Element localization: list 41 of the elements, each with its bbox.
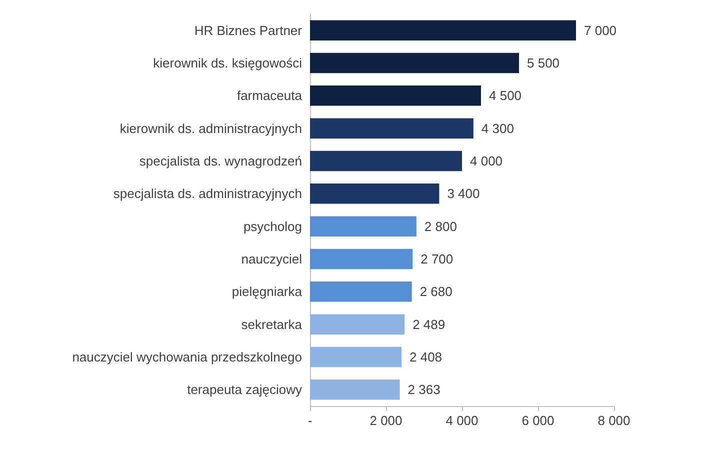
data-label: 2 363 <box>408 382 440 398</box>
bar <box>310 184 440 204</box>
bar <box>310 52 519 74</box>
y-tick-label: kierownik ds. księgowości <box>153 56 302 70</box>
y-tick-label: pielęgniarka <box>232 284 303 300</box>
bar <box>310 314 405 334</box>
y-tick-label: specjalista ds. wynagrodzeń <box>139 154 302 168</box>
x-tick-label: 2 000 <box>370 413 402 428</box>
data-label: 2 680 <box>420 284 452 300</box>
data-label: 4 500 <box>489 88 522 104</box>
data-label: 2 489 <box>412 316 446 332</box>
bar <box>310 20 576 40</box>
y-tick-label: terapeuta zajęciowy <box>187 382 302 398</box>
bar <box>310 216 416 236</box>
y-tick-label: farmaceuta <box>236 88 303 104</box>
x-tick-label: - <box>308 413 312 428</box>
bar <box>310 282 412 302</box>
data-label: 3 400 <box>447 186 480 202</box>
y-tick-label: nauczyciel <box>241 252 302 266</box>
y-tick-label: specjalista ds. administracyjnych <box>113 186 302 202</box>
bar <box>310 380 400 400</box>
data-label: 7 000 <box>584 22 617 38</box>
data-label: 2 800 <box>424 218 457 234</box>
x-tick-label: 6 000 <box>522 413 554 428</box>
y-tick-label: sekretarka <box>241 316 303 332</box>
bar <box>310 248 413 270</box>
y-tick-label: HR Biznes Partner <box>194 22 303 38</box>
data-label: 5 500 <box>527 56 560 70</box>
x-tick-label: 8 000 <box>598 413 630 428</box>
y-tick-label: kierownik ds. administracyjnych <box>120 120 302 136</box>
data-label: 4 000 <box>470 154 503 168</box>
data-label: 2 408 <box>410 350 442 364</box>
bar <box>310 346 402 368</box>
data-label: 2 700 <box>420 252 454 266</box>
bar <box>310 150 462 172</box>
y-tick-label: psycholog <box>243 218 302 234</box>
bar <box>310 118 474 138</box>
y-tick-label: nauczyciel wychowania przedszkolnego <box>72 350 302 364</box>
bar <box>310 86 481 106</box>
x-tick-label: 4 000 <box>446 413 478 428</box>
data-label: 4 300 <box>481 120 514 136</box>
